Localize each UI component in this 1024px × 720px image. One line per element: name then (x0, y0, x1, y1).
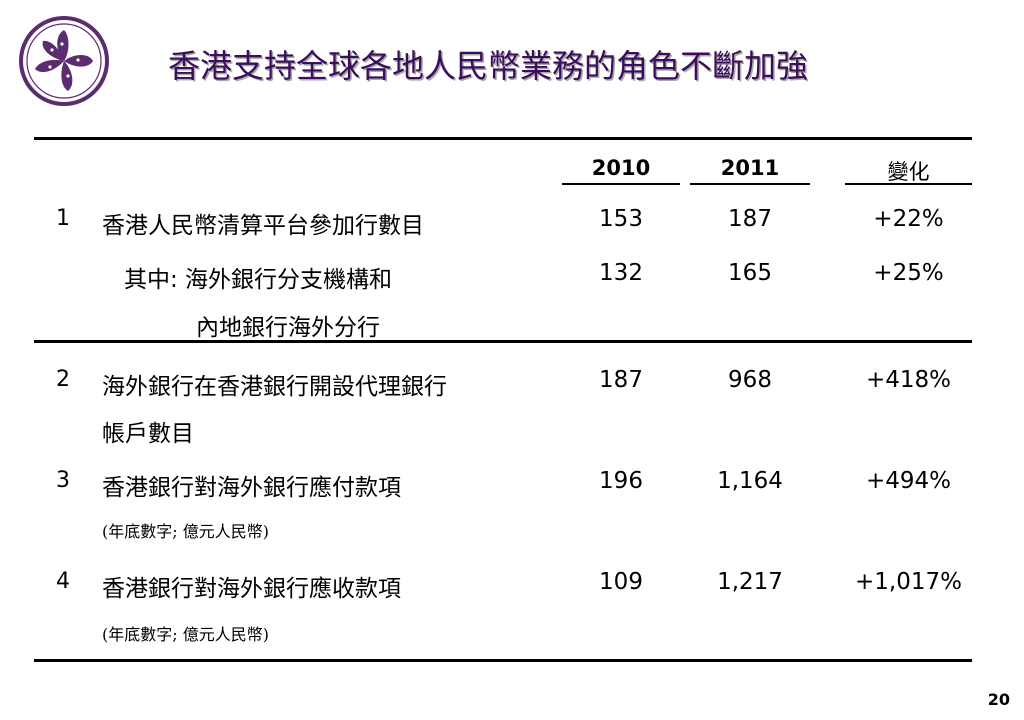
header-underline-2010 (562, 183, 680, 185)
value-2010: 196 (599, 468, 643, 494)
value-2010: 187 (599, 367, 643, 393)
value-2010: 153 (599, 206, 643, 232)
value-2011: 1,217 (717, 569, 783, 595)
row-label: 香港銀行對海外銀行應付款項 (102, 475, 401, 501)
page-number: 20 (987, 690, 1010, 709)
column-header-2011: 2011 (720, 156, 780, 180)
value-change: +418% (865, 367, 952, 393)
value-change: +25% (873, 260, 944, 286)
row-index: 2 (56, 367, 70, 392)
value-change: +494% (865, 468, 952, 494)
value-2011: 165 (728, 260, 772, 286)
table-bottom-rule (34, 659, 972, 662)
header-underline-change (845, 183, 972, 185)
row-label-line1: 海外銀行在香港銀行開設代理銀行 (102, 374, 447, 400)
row-index: 3 (56, 468, 70, 493)
table-top-rule (34, 137, 972, 140)
section-divider-rule (34, 340, 972, 343)
row-label-line1: 其中: 海外銀行分支機構和 (124, 267, 393, 293)
bauhinia-flower-icon (19, 16, 109, 106)
value-2011: 968 (728, 367, 772, 393)
value-2011: 1,164 (717, 468, 783, 494)
value-change: +22% (873, 206, 944, 232)
header-underline-2011 (690, 183, 810, 185)
value-2010: 109 (599, 569, 643, 595)
row-label-line2: 內地銀行海外分行 (196, 315, 380, 341)
row-label: 香港銀行對海外銀行應收款項 (102, 576, 401, 602)
value-2010: 132 (599, 260, 643, 286)
row-note: (年底數字; 億元人民幣) (102, 522, 269, 541)
page-title: 香港支持全球各地人民幣業務的角色不斷加強 (168, 47, 809, 85)
row-label: 香港人民幣清算平台參加行數目 (102, 213, 424, 239)
row-label-line2: 帳戶數目 (102, 421, 194, 447)
value-2011: 187 (728, 206, 772, 232)
row-index: 4 (56, 569, 70, 594)
column-header-2010: 2010 (591, 156, 651, 180)
row-note: (年底數字; 億元人民幣) (102, 625, 269, 644)
value-change: +1,017% (855, 569, 962, 595)
row-index: 1 (56, 206, 70, 231)
column-header-change: 變化 (887, 160, 930, 184)
